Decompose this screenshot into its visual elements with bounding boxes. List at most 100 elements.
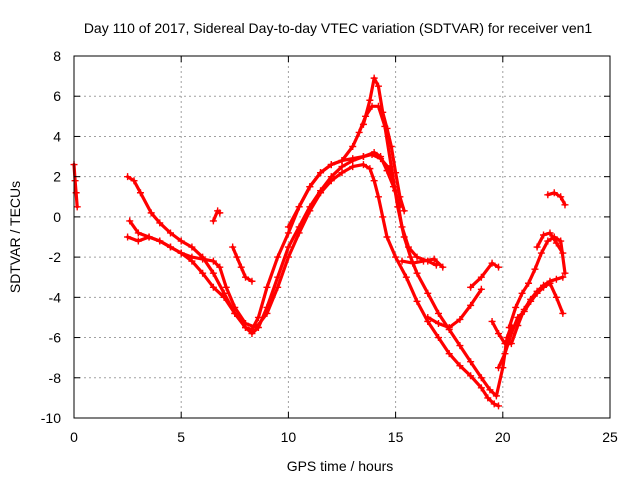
data-point-9-11 bbox=[559, 273, 567, 281]
data-point-3-13 bbox=[252, 324, 260, 331]
data-point-3-16 bbox=[284, 253, 292, 261]
data-point-1-6 bbox=[177, 237, 185, 245]
data-point-3-25 bbox=[370, 177, 378, 185]
data-point-5-8 bbox=[396, 193, 404, 201]
y-tick-label-0: -10 bbox=[41, 410, 61, 426]
series-arc-j bbox=[495, 279, 567, 372]
data-point-3-35 bbox=[456, 362, 464, 370]
data-point-3-0 bbox=[126, 217, 134, 225]
series-arc-n bbox=[209, 207, 224, 225]
data-point-5-2 bbox=[370, 74, 378, 82]
data-point-0-3 bbox=[73, 203, 81, 211]
data-point-1-0 bbox=[124, 173, 132, 181]
data-point-3-18 bbox=[306, 207, 314, 215]
data-point-3-36 bbox=[467, 372, 475, 380]
data-point-4-24 bbox=[492, 392, 500, 400]
data-point-3-8 bbox=[209, 257, 217, 265]
data-point-6-0 bbox=[398, 257, 406, 265]
y-tick-label-6: 2 bbox=[53, 169, 61, 185]
x-tick-label-1: 5 bbox=[177, 429, 185, 445]
x-tick-label-4: 20 bbox=[495, 429, 511, 445]
data-point-15-3 bbox=[242, 273, 250, 281]
data-point-3-15 bbox=[274, 283, 282, 291]
data-point-11-6 bbox=[544, 237, 552, 245]
data-point-4-20 bbox=[456, 342, 464, 350]
data-point-12-1 bbox=[540, 231, 548, 239]
data-point-4-1 bbox=[295, 203, 303, 211]
data-point-3-30 bbox=[402, 273, 410, 281]
data-point-15-1 bbox=[233, 253, 241, 261]
data-point-3-20 bbox=[327, 177, 335, 185]
data-point-11-1 bbox=[512, 303, 520, 311]
data-point-4-4 bbox=[327, 161, 335, 169]
data-point-3-26 bbox=[374, 193, 382, 201]
data-point-7-1 bbox=[434, 319, 442, 327]
data-point-3-34 bbox=[445, 350, 453, 358]
data-point-5-1 bbox=[366, 96, 374, 104]
y-axis-title: SDTVAR / TECUs bbox=[7, 181, 23, 293]
data-point-3-23 bbox=[359, 161, 367, 169]
data-point-0-1 bbox=[71, 177, 79, 185]
y-tick-label-4: -2 bbox=[49, 249, 62, 265]
series-line-0 bbox=[72, 163, 79, 209]
data-point-13-2 bbox=[557, 193, 565, 201]
data-point-5-4 bbox=[379, 108, 387, 116]
data-point-10-6 bbox=[533, 289, 541, 297]
data-point-2-16 bbox=[284, 243, 292, 251]
data-point-13-0 bbox=[544, 191, 552, 199]
data-point-12-3 bbox=[552, 239, 560, 247]
data-point-3-37 bbox=[477, 384, 485, 392]
data-point-10-3 bbox=[514, 313, 522, 321]
series-line-4 bbox=[286, 104, 513, 398]
data-point-3-24 bbox=[366, 165, 374, 173]
data-point-2-21 bbox=[338, 163, 346, 171]
data-point-3-38 bbox=[484, 394, 492, 402]
series-line-8 bbox=[469, 261, 501, 289]
data-point-7-3 bbox=[456, 315, 464, 323]
data-point-2-8 bbox=[209, 283, 217, 291]
data-point-4-0 bbox=[284, 223, 292, 231]
data-point-3-10 bbox=[222, 283, 230, 291]
series-arc-e bbox=[359, 74, 408, 215]
series-line-3 bbox=[128, 163, 501, 408]
data-point-15-2 bbox=[237, 263, 245, 271]
data-point-7-4 bbox=[467, 301, 475, 309]
data-point-15-4 bbox=[248, 277, 256, 285]
y-tick-label-1: -8 bbox=[49, 370, 62, 386]
data-point-1-2 bbox=[136, 189, 144, 197]
data-point-6-1 bbox=[409, 259, 417, 267]
data-point-3-9 bbox=[216, 263, 224, 271]
data-point-4-15 bbox=[407, 253, 415, 261]
data-point-2-7 bbox=[199, 269, 207, 277]
y-tick-label-8: 6 bbox=[53, 88, 61, 104]
data-point-2-24 bbox=[370, 149, 378, 157]
series-line-2 bbox=[125, 150, 402, 336]
data-point-10-10 bbox=[559, 309, 567, 317]
data-point-4-13 bbox=[394, 203, 402, 211]
data-point-4-21 bbox=[467, 358, 475, 366]
series-arc-k bbox=[505, 233, 569, 331]
data-point-15-0 bbox=[229, 243, 237, 251]
data-point-7-2 bbox=[445, 324, 453, 331]
data-point-10-0 bbox=[495, 364, 503, 372]
data-point-3-39 bbox=[490, 400, 498, 408]
data-point-3-12 bbox=[242, 319, 250, 327]
series-arc-o bbox=[229, 243, 256, 285]
data-point-14-2 bbox=[216, 209, 224, 217]
data-point-5-5 bbox=[383, 124, 391, 132]
data-point-3-40 bbox=[495, 402, 503, 410]
series-arc-c bbox=[126, 161, 503, 410]
series-line-13 bbox=[546, 191, 567, 207]
data-point-13-3 bbox=[561, 201, 569, 209]
data-point-13-1 bbox=[550, 189, 558, 197]
data-point-14-0 bbox=[209, 217, 217, 225]
data-point-2-1 bbox=[134, 237, 142, 245]
data-point-3-11 bbox=[231, 303, 239, 311]
data-point-1-15 bbox=[263, 283, 271, 291]
series-arc-m bbox=[544, 189, 569, 209]
series-layer bbox=[70, 74, 569, 410]
data-point-4-16 bbox=[413, 269, 421, 277]
x-axis-title: GPS time / hours bbox=[287, 458, 394, 474]
data-point-1-7 bbox=[188, 243, 196, 251]
plot-frame bbox=[73, 55, 611, 419]
